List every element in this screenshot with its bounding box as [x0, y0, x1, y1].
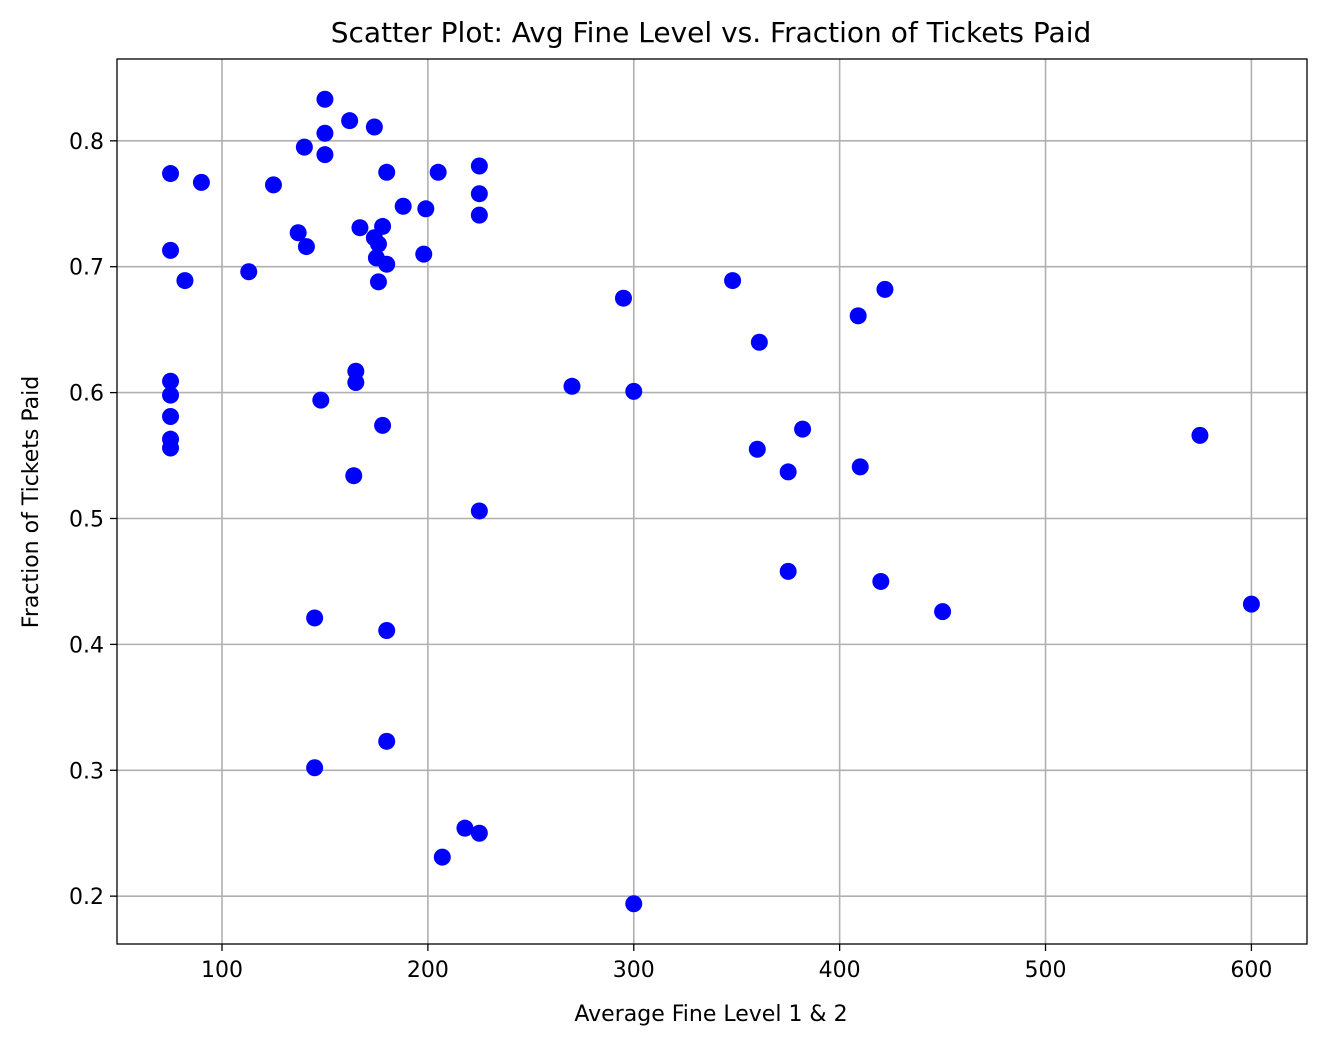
data-point	[297, 238, 315, 256]
data-point	[312, 391, 330, 409]
data-point	[345, 467, 363, 485]
data-point	[347, 374, 365, 392]
y-tick-label: 0.7	[69, 256, 104, 281]
data-point	[724, 272, 742, 290]
data-point	[374, 416, 392, 434]
data-point	[162, 386, 180, 404]
data-point	[415, 245, 433, 263]
y-tick-label: 0.4	[69, 633, 104, 658]
x-tick-label: 600	[1230, 958, 1272, 983]
data-point	[470, 206, 488, 224]
data-point	[369, 273, 387, 291]
x-tick-label: 400	[819, 958, 861, 983]
grid-lines	[117, 59, 1307, 944]
data-point	[794, 420, 812, 438]
data-point	[394, 197, 412, 215]
data-point	[470, 824, 488, 842]
data-point	[872, 572, 890, 590]
x-tick-label: 500	[1025, 958, 1067, 983]
chart-title: Scatter Plot: Avg Fine Level vs. Fractio…	[331, 16, 1092, 49]
data-point	[316, 90, 334, 108]
data-point	[306, 759, 324, 777]
y-tick-label: 0.6	[69, 382, 104, 407]
data-point	[1242, 595, 1260, 613]
data-point	[779, 463, 797, 481]
data-point	[378, 163, 396, 181]
data-point	[433, 848, 451, 866]
data-point	[470, 185, 488, 203]
data-points	[162, 90, 1260, 913]
data-point	[295, 138, 313, 156]
data-point	[162, 165, 180, 183]
data-point	[378, 732, 396, 750]
data-point	[849, 307, 867, 325]
y-axis-label: Fraction of Tickets Paid	[19, 376, 44, 628]
data-point	[625, 382, 643, 400]
data-point	[162, 408, 180, 426]
data-point	[374, 217, 392, 235]
data-point	[417, 200, 435, 218]
data-point	[614, 289, 632, 307]
data-point	[162, 241, 180, 259]
plot-area-frame	[116, 58, 1308, 945]
data-point	[351, 219, 369, 237]
y-tick-label: 0.5	[69, 507, 104, 532]
data-point	[365, 118, 383, 136]
y-tick-label: 0.8	[69, 130, 104, 155]
data-point	[289, 224, 307, 242]
y-tick-label: 0.2	[69, 885, 104, 910]
y-axis-ticks: 0.2 0.3 0.4 0.5 0.6 0.7 0.8	[69, 130, 117, 910]
data-point	[750, 333, 768, 351]
x-tick-label: 200	[407, 958, 449, 983]
data-point	[779, 562, 797, 580]
x-tick-label: 100	[201, 958, 243, 983]
data-point	[162, 372, 180, 390]
data-point	[378, 622, 396, 640]
data-point	[625, 895, 643, 913]
data-point	[1191, 426, 1209, 444]
data-point	[429, 163, 447, 181]
data-point	[378, 255, 396, 273]
data-point	[369, 235, 387, 253]
data-point	[851, 458, 869, 476]
data-point	[470, 157, 488, 175]
data-point	[264, 176, 282, 194]
data-point	[316, 124, 334, 142]
x-tick-label: 300	[613, 958, 655, 983]
data-point	[563, 377, 581, 395]
x-axis-label: Average Fine Level 1 & 2	[574, 1002, 847, 1027]
data-point	[176, 272, 194, 290]
data-point	[876, 280, 894, 298]
data-point	[934, 603, 952, 621]
data-point	[456, 819, 474, 837]
data-point	[306, 609, 324, 627]
data-point	[341, 112, 359, 130]
x-axis-ticks: 100 200 300 400 500 600	[201, 944, 1272, 983]
data-point	[470, 502, 488, 520]
data-point	[162, 439, 180, 457]
data-point	[240, 263, 258, 281]
y-tick-label: 0.3	[69, 759, 104, 784]
data-point	[316, 146, 334, 164]
data-point	[192, 173, 210, 191]
data-point	[748, 440, 766, 458]
